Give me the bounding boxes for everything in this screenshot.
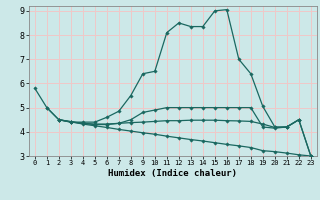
X-axis label: Humidex (Indice chaleur): Humidex (Indice chaleur) [108, 169, 237, 178]
